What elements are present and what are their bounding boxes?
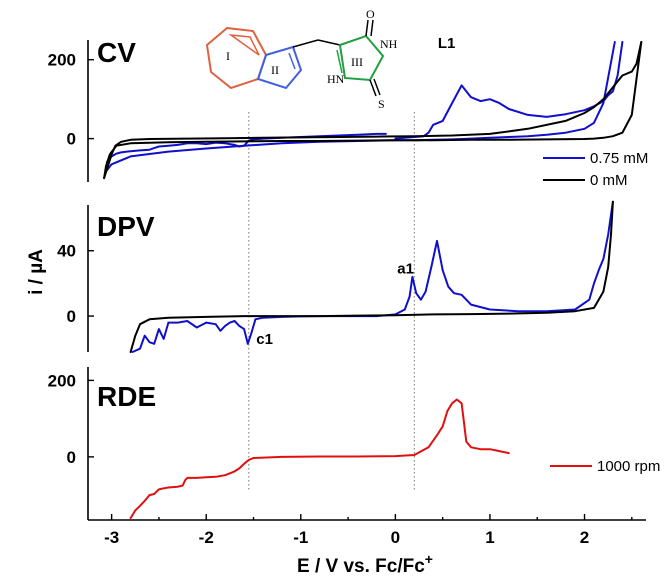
series-layer xyxy=(103,41,643,520)
x-tick-label-2: -1 xyxy=(293,528,308,547)
series-cv-0-75-mm-1 xyxy=(394,41,624,140)
panel-label-rde: RDE xyxy=(97,381,156,412)
ring-label-ii: II xyxy=(271,63,279,77)
series-dpv-0-75-mm-0 xyxy=(131,315,378,353)
legend-label-0-75-mm: 0.75 mM xyxy=(590,150,648,167)
ring-label-i: I xyxy=(226,49,230,63)
series-cv-0-mm-3 xyxy=(103,41,643,180)
chart-panels: 0 200 0 40 0 200 xyxy=(48,40,646,521)
y-axis-title: i / µA xyxy=(26,249,47,295)
x-tick-label-5: 2 xyxy=(580,528,589,547)
series-rde-1000-rpm-0 xyxy=(129,398,510,520)
x-tick-label-0: -3 xyxy=(104,528,119,547)
legend-cv: 0.75 mM 0 mM xyxy=(543,150,648,189)
x-tick-label-3: 0 xyxy=(391,528,400,547)
x-axis-title-sup: + xyxy=(425,551,433,567)
series-dpv-0-75-mm-1 xyxy=(375,200,614,318)
annotation-l1: L1 xyxy=(438,35,456,52)
atom-label-hn: HN xyxy=(327,72,345,86)
y-tick-label-cv-0: 0 xyxy=(67,130,76,149)
panel-label-dpv: DPV xyxy=(97,211,155,242)
legend-rde: 1000 rpm xyxy=(550,458,660,475)
x-axis-title: E / V vs. Fc/Fc+ xyxy=(297,551,433,576)
atom-label-nh: NH xyxy=(380,37,398,51)
guide-lines xyxy=(248,112,415,492)
legend-label-0-mm: 0 mM xyxy=(590,172,628,189)
x-tick-label-4: 1 xyxy=(485,528,494,547)
y-tick-label-rde-1: 200 xyxy=(48,371,76,390)
atom-label-s: S xyxy=(378,97,385,111)
molecule-structure: I II III O NH HN S xyxy=(205,7,398,111)
annotation-a1: a1 xyxy=(397,261,414,278)
molecule-ring-1 xyxy=(205,26,268,90)
y-tick-label-cv-1: 200 xyxy=(48,51,76,70)
molecule-ring-2 xyxy=(256,45,303,90)
y-tick-label-dpv-0: 0 xyxy=(67,307,76,326)
molecule-ring-3 xyxy=(338,34,385,82)
y-tick-label-rde-0: 0 xyxy=(67,448,76,467)
series-dpv-0-mm-2 xyxy=(129,200,614,353)
ring-label-iii: III xyxy=(351,55,363,69)
x-tick-labels: -3 -2 -1 0 1 2 xyxy=(104,528,589,547)
annotation-c1: c1 xyxy=(256,331,273,348)
y-tick-label-dpv-1: 40 xyxy=(57,242,76,261)
atom-label-o: O xyxy=(366,7,375,21)
x-axis-title-main: E / V vs. Fc/Fc xyxy=(297,556,425,576)
legend-label-1000-rpm: 1000 rpm xyxy=(597,458,660,475)
series-cv-0-mm-4 xyxy=(103,41,643,180)
x-tick-label-1: -2 xyxy=(199,528,214,547)
panel-label-cv: CV xyxy=(97,37,136,68)
